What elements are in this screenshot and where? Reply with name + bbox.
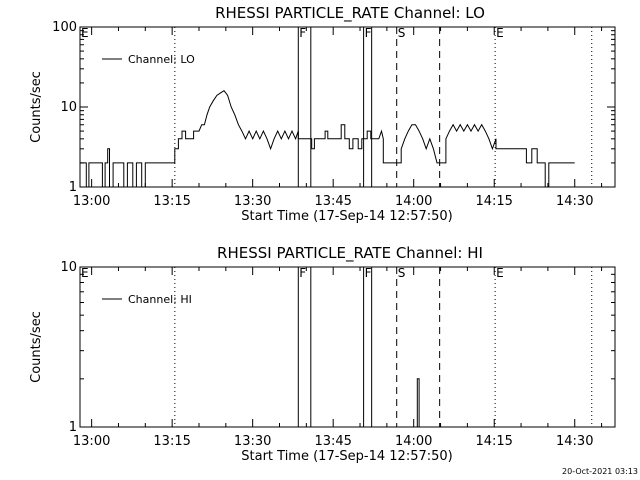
panel-2-x-tick-label-1: 13:00: [73, 434, 110, 449]
panel-2-y-tick-label-1: 1: [69, 420, 77, 435]
panel-2-annotation-label-1: E: [81, 266, 89, 280]
panel-2-x-axis-label: Start Time (17-Sep-14 12:57:50): [241, 449, 452, 464]
panel-2-series-line-1: [415, 378, 421, 428]
panel-1-x-tick-label-7: 14:30: [556, 194, 593, 209]
footer-timestamp: 20-Oct-2021 03:13: [562, 467, 638, 476]
panel-2-annotation-label-5: F: [365, 266, 372, 280]
panel-2: RHESSI PARTICLE_RATE Channel: HI E F F S E 13:…: [29, 244, 616, 464]
panel-2-title: RHESSI PARTICLE_RATE Channel: HI: [217, 244, 483, 263]
panel-1: RHESSI PARTICLE_RATE Channel: LO E F F S E 13:…: [29, 4, 616, 224]
panel-2-annotation-label-3: F: [299, 266, 306, 280]
panel-1-annotation-label-9: E: [496, 26, 504, 40]
panel-2-legend-label: Channel: HI: [128, 293, 192, 306]
panel-2-x-tick-label-5: 14:00: [395, 434, 432, 449]
panel-1-series-line-1: [80, 90, 575, 188]
panel-2-y-axis-label: Counts/sec: [29, 311, 44, 383]
panel-1-y-axis-label: Counts/sec: [29, 71, 44, 143]
panel-2-x-tick-label-4: 13:45: [314, 434, 351, 449]
panel-1-annotation-label-3: F: [299, 26, 306, 40]
panels: RHESSI PARTICLE_RATE Channel: LO E F F S E 13:…: [29, 4, 616, 464]
panel-1-x-tick-label-5: 14:00: [395, 194, 432, 209]
panel-1-legend-label: Channel: LO: [128, 53, 195, 66]
panel-1-x-tick-label-3: 13:30: [234, 194, 271, 209]
panel-2-x-tick-label-6: 14:15: [475, 434, 512, 449]
panel-1-y-tick-label-1: 1: [69, 180, 77, 195]
panel-1-annotation-label-7: S: [398, 26, 406, 40]
panel-2-annotation-label-7: S: [398, 266, 406, 280]
panel-1-x-tick-label-1: 13:00: [73, 194, 110, 209]
panel-1-annotation-label-1: E: [81, 26, 89, 40]
panel-1-y-tick-label-3: 100: [52, 20, 77, 35]
panel-1-x-tick-label-6: 14:15: [475, 194, 512, 209]
panel-1-x-axis-label: Start Time (17-Sep-14 12:57:50): [241, 209, 452, 224]
panel-1-annotation-label-5: F: [365, 26, 372, 40]
panel-2-y-tick-label-2: 10: [60, 260, 77, 275]
panel-2-annotation-label-9: E: [496, 266, 504, 280]
panel-1-x-tick-label-2: 13:15: [153, 194, 190, 209]
panel-2-x-tick-label-3: 13:30: [234, 434, 271, 449]
panel-2-x-tick-label-7: 14:30: [556, 434, 593, 449]
panel-1-title: RHESSI PARTICLE_RATE Channel: LO: [215, 4, 485, 23]
panel-1-y-tick-label-2: 10: [60, 100, 77, 115]
panel-1-x-tick-label-4: 13:45: [314, 194, 351, 209]
panel-2-x-tick-label-2: 13:15: [153, 434, 190, 449]
